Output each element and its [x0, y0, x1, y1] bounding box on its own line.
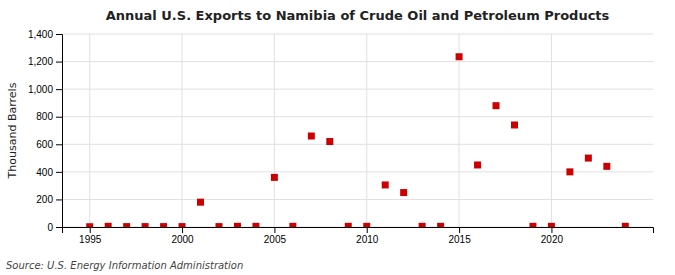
- grid-line-x: [182, 34, 183, 227]
- y-tick-label: 1,000: [28, 84, 53, 95]
- grid-line-y: [62, 144, 653, 145]
- point: [105, 223, 112, 227]
- x-tick-label: 2010: [356, 234, 379, 245]
- y-tick: 0: [47, 222, 62, 233]
- plot-area: 1995 2000 2005 2010 2015 2020 0 200 400 600 800 1,0…: [28, 29, 654, 245]
- x-tick: 1995: [79, 227, 102, 245]
- point: [142, 223, 149, 227]
- point: [179, 223, 186, 227]
- x-tick-mark: [367, 227, 368, 233]
- grid-line-x: [366, 34, 367, 227]
- point: [419, 223, 426, 227]
- point: [474, 161, 481, 168]
- y-tick-label: 800: [36, 111, 53, 122]
- y-tick: 1,200: [28, 56, 62, 67]
- point: [437, 223, 444, 227]
- y-tick: 600: [36, 139, 62, 150]
- y-tick: 400: [36, 167, 62, 178]
- y-tick: 800: [36, 111, 62, 122]
- point: [548, 223, 555, 227]
- x-tick-mark: [90, 227, 91, 233]
- point: [123, 223, 130, 227]
- x-tick-mark: [182, 227, 183, 233]
- grid-line-x: [551, 34, 552, 227]
- y-tick-mark: [56, 62, 62, 63]
- point: [252, 223, 259, 227]
- x-tick: 2010: [356, 227, 379, 245]
- point: [234, 223, 241, 227]
- x-tick-label: 1995: [79, 234, 102, 245]
- x-tick: 2020: [541, 227, 564, 245]
- chart: 1995 2000 2005 2010 2015 2020 0 200 400 600 800 1,0…: [0, 0, 675, 275]
- y-tick-mark: [56, 172, 62, 173]
- y-tick: 1,400: [28, 29, 62, 40]
- point: [215, 223, 222, 227]
- x-tick-label: 2015: [448, 234, 471, 245]
- point: [511, 121, 518, 128]
- y-tick-label: 1,400: [28, 29, 53, 40]
- point: [363, 223, 370, 227]
- grid-line-y: [62, 61, 653, 62]
- x-tick-mark: [459, 227, 460, 233]
- x-axis: 1995 2000 2005 2010 2015 2020: [63, 227, 654, 245]
- y-tick-label: 600: [36, 139, 53, 150]
- grid-line-y: [62, 89, 653, 90]
- y-tick-mark: [56, 89, 62, 90]
- y-tick-label: 400: [36, 167, 53, 178]
- point: [197, 199, 204, 206]
- point: [345, 223, 352, 227]
- y-tick: 1,000: [28, 84, 62, 95]
- grid-line-x: [89, 34, 90, 227]
- y-axis-title: Thousand Barrels: [6, 82, 19, 179]
- y-tick-mark: [56, 144, 62, 145]
- point: [493, 102, 500, 109]
- point: [382, 181, 389, 188]
- point: [326, 138, 333, 145]
- x-tick: 2015: [448, 227, 471, 245]
- x-tick: 2000: [171, 227, 194, 245]
- grid: [62, 34, 653, 227]
- y-tick-mark: [56, 34, 62, 35]
- point: [456, 53, 463, 60]
- y-tick-label: 1,200: [28, 56, 53, 67]
- point: [160, 223, 167, 227]
- grid-line-y: [62, 116, 653, 117]
- point: [86, 223, 93, 227]
- point: [289, 223, 296, 227]
- y-tick-mark: [56, 227, 62, 228]
- source: Source: U.S. Energy Information Administ…: [6, 260, 243, 271]
- y-tick: 200: [36, 194, 62, 205]
- point: [622, 223, 629, 227]
- point: [271, 174, 278, 181]
- grid-line-y: [62, 171, 653, 172]
- point: [585, 155, 592, 162]
- x-tick-label: 2000: [171, 234, 194, 245]
- point: [308, 133, 315, 140]
- point: [529, 223, 536, 227]
- point: [566, 168, 573, 175]
- grid-line-y: [62, 34, 653, 35]
- x-tick-label: 2020: [541, 234, 564, 245]
- x-axis-line: [63, 228, 654, 234]
- marks: [86, 53, 629, 227]
- title: Annual U.S. Exports to Namibia of Crude …: [106, 8, 610, 23]
- x-tick-label: 2005: [264, 234, 287, 245]
- y-axis: 0 200 400 600 800 1,000 1,200 1,400: [28, 29, 63, 233]
- y-tick-mark: [56, 117, 62, 118]
- point: [400, 189, 407, 196]
- y-axis-line: [56, 35, 63, 228]
- y-tick-label: 200: [36, 194, 53, 205]
- grid-line-y: [62, 199, 653, 200]
- x-tick-mark: [551, 227, 552, 233]
- point: [603, 163, 610, 170]
- y-tick-mark: [56, 199, 62, 200]
- x-tick-mark: [274, 227, 275, 233]
- x-tick: 2005: [264, 227, 287, 245]
- y-tick-label: 0: [47, 222, 53, 233]
- grid-line-x: [459, 34, 460, 227]
- grid-line-x: [274, 34, 275, 227]
